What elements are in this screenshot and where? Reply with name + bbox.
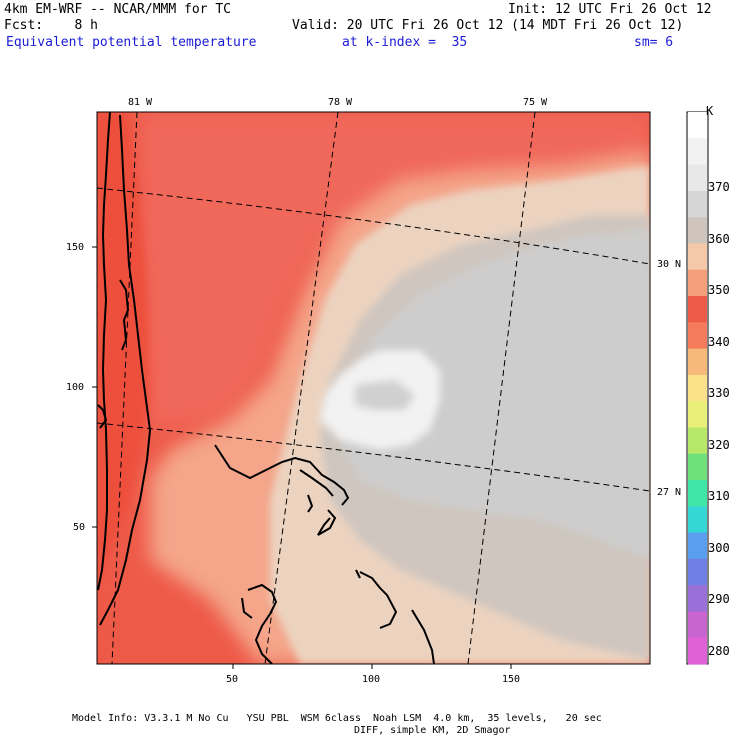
colorbar-label: 320 — [708, 437, 730, 452]
colorbar-swatch — [688, 374, 707, 402]
lon-label-75w: 75 W — [523, 97, 548, 108]
colorbar-swatch — [688, 585, 707, 613]
colorbar-swatch — [688, 558, 707, 586]
colorbar-swatch — [688, 506, 707, 534]
y-tick-150: 150 — [66, 242, 85, 253]
colorbar-swatch — [688, 112, 707, 139]
colorbar-label: 330 — [708, 386, 730, 400]
lon-label-81w: 81 W — [128, 97, 153, 108]
plot-frame — [96, 111, 651, 665]
coastline — [97, 112, 435, 664]
smoothing: sm= 6 — [634, 35, 674, 50]
lat-label-30n: 30 N — [657, 259, 682, 270]
model-info-diffusion: DIFF, simple KM, 2D Smagor — [354, 725, 511, 736]
colorbar-label: 370 — [708, 180, 730, 194]
colorbar-swatch — [688, 269, 707, 297]
colorbar-swatch — [688, 532, 707, 560]
colorbar-swatch — [688, 164, 707, 192]
model-info: Model Info: V3.3.1 M No Cu YSU PBL WSM 6… — [72, 713, 602, 724]
colorbar-swatch — [688, 637, 707, 665]
y-tick-100: 100 — [66, 382, 85, 393]
colorbar-swatch — [688, 611, 707, 639]
forecast-hour: Fcst: 8 h — [4, 18, 98, 33]
model-title: 4km EM-WRF -- NCAR/MMM for TC — [4, 2, 231, 17]
colorbar-label: 290 — [708, 592, 730, 606]
coastal-red — [97, 112, 150, 664]
colorbar-label: 360 — [708, 231, 730, 246]
axis-ticks — [92, 246, 512, 669]
graticule — [97, 112, 650, 664]
y-tick-50: 50 — [73, 522, 86, 533]
colorbar-swatch — [688, 296, 707, 323]
init-time: Init: 12 UTC Fri 26 Oct 12 — [508, 2, 712, 17]
colorbar-label: 300 — [708, 540, 730, 555]
colorbar-unit: K — [706, 104, 714, 118]
colorbar-label: 280 — [708, 643, 730, 658]
colorbar — [686, 111, 709, 665]
x-tick-150: 150 — [502, 674, 521, 685]
colorbar-swatches — [688, 112, 707, 665]
colorbar-swatch — [688, 401, 707, 429]
colorbar-swatch — [688, 190, 707, 218]
band-360 — [340, 230, 650, 560]
colorbar-label: 350 — [708, 283, 730, 297]
valid-time: Valid: 20 UTC Fri 26 Oct 12 (14 MDT Fri … — [292, 18, 684, 33]
colorbar-label: 310 — [708, 489, 730, 503]
colorbar-swatch — [688, 322, 707, 350]
colorbar-label: 340 — [708, 334, 730, 349]
field-name: Equivalent potential temperature — [6, 35, 257, 50]
x-tick-50: 50 — [226, 674, 239, 685]
x-tick-100: 100 — [362, 674, 381, 685]
colorbar-swatch — [688, 217, 707, 245]
colorbar-swatch — [688, 348, 707, 376]
lon-label-78w: 78 W — [328, 97, 353, 108]
k-index: at k-index = 35 — [342, 35, 468, 50]
colorbar-swatch — [688, 243, 707, 271]
core-inner-gray — [355, 380, 415, 410]
colorbar-swatch — [688, 480, 707, 507]
shaded-field — [97, 112, 650, 664]
colorbar-swatch — [688, 453, 707, 481]
colorbar-swatch — [688, 427, 707, 455]
colorbar-swatch — [688, 138, 707, 166]
lat-label-27n: 27 N — [657, 487, 682, 498]
